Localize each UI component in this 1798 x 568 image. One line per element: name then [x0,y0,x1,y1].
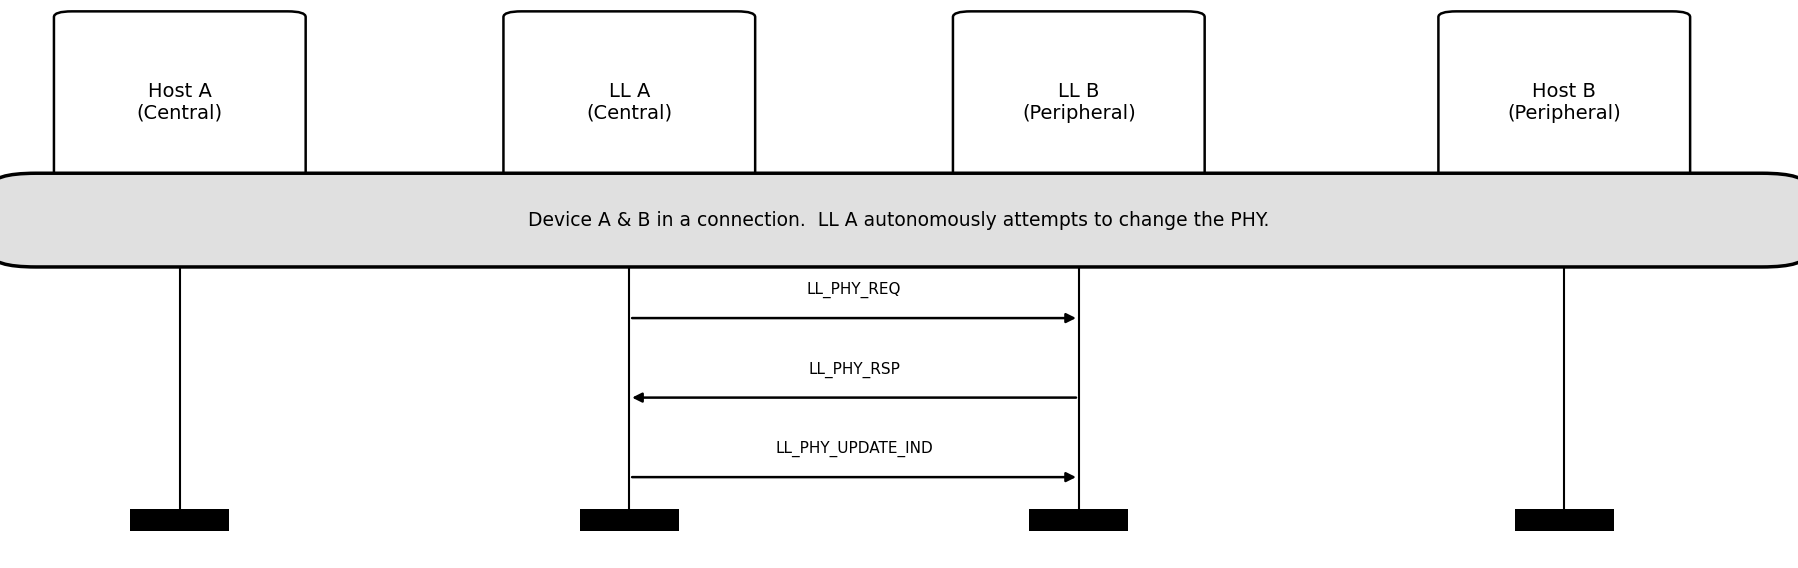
FancyBboxPatch shape [579,509,678,531]
Text: LL_PHY_REQ: LL_PHY_REQ [807,282,901,298]
FancyBboxPatch shape [0,173,1798,267]
Text: LL_PHY_UPDATE_IND: LL_PHY_UPDATE_IND [775,441,933,457]
FancyBboxPatch shape [503,11,755,193]
Text: Device A & B in a connection.  LL A autonomously attempts to change the PHY.: Device A & B in a connection. LL A auton… [529,211,1269,229]
Text: Host B
(Peripheral): Host B (Peripheral) [1507,82,1622,123]
Text: LL A
(Central): LL A (Central) [586,82,672,123]
Text: LL B
(Peripheral): LL B (Peripheral) [1021,82,1136,123]
FancyBboxPatch shape [953,11,1205,193]
FancyBboxPatch shape [54,11,306,193]
FancyBboxPatch shape [1028,509,1129,531]
FancyBboxPatch shape [1514,509,1615,531]
Text: LL_PHY_RSP: LL_PHY_RSP [807,361,901,378]
FancyBboxPatch shape [131,509,230,531]
FancyBboxPatch shape [1438,11,1690,193]
Text: Host A
(Central): Host A (Central) [137,82,223,123]
